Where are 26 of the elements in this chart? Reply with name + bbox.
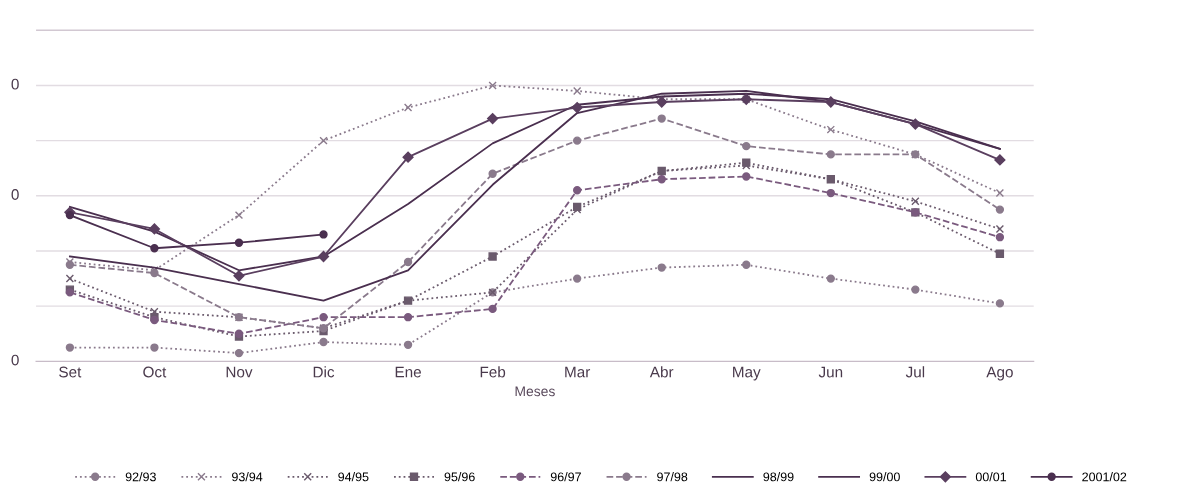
x-tick-label: Jul <box>905 366 925 378</box>
x-tick-label: May <box>733 366 761 381</box>
legend-label: 93/94 <box>232 472 263 482</box>
legend-label: 96/97 <box>550 472 581 482</box>
x-tick-label: Dic <box>313 366 335 378</box>
x-tick-label: Jun <box>818 366 843 378</box>
legend-label: 95/96 <box>444 472 475 482</box>
x-tick-label: Set <box>59 366 82 378</box>
x-tick-label: Nov <box>226 366 253 378</box>
legend-label: 97/98 <box>657 472 688 482</box>
x-tick-label: Feb <box>480 366 506 378</box>
x-tick-label: Ene <box>395 366 421 378</box>
legend-label: 98/99 <box>763 472 794 482</box>
legend-label: 99/00 <box>869 472 900 482</box>
x-tick-label: Abr <box>649 366 674 378</box>
legend-label: 00/01 <box>975 472 1007 482</box>
legend-label: 92/93 <box>125 472 156 482</box>
text: 0 <box>11 354 19 366</box>
legend-label: 94/95 <box>338 472 369 482</box>
x-tick-label: Oct <box>143 366 167 378</box>
legend-label: 2001/02 <box>1082 472 1127 482</box>
x-tick-label: Ago <box>986 366 1013 381</box>
x-axis-title: Meses <box>515 386 555 397</box>
text: 0 <box>11 189 19 200</box>
x-tick-label: Mar <box>565 366 591 378</box>
text: 0 <box>11 78 19 90</box>
